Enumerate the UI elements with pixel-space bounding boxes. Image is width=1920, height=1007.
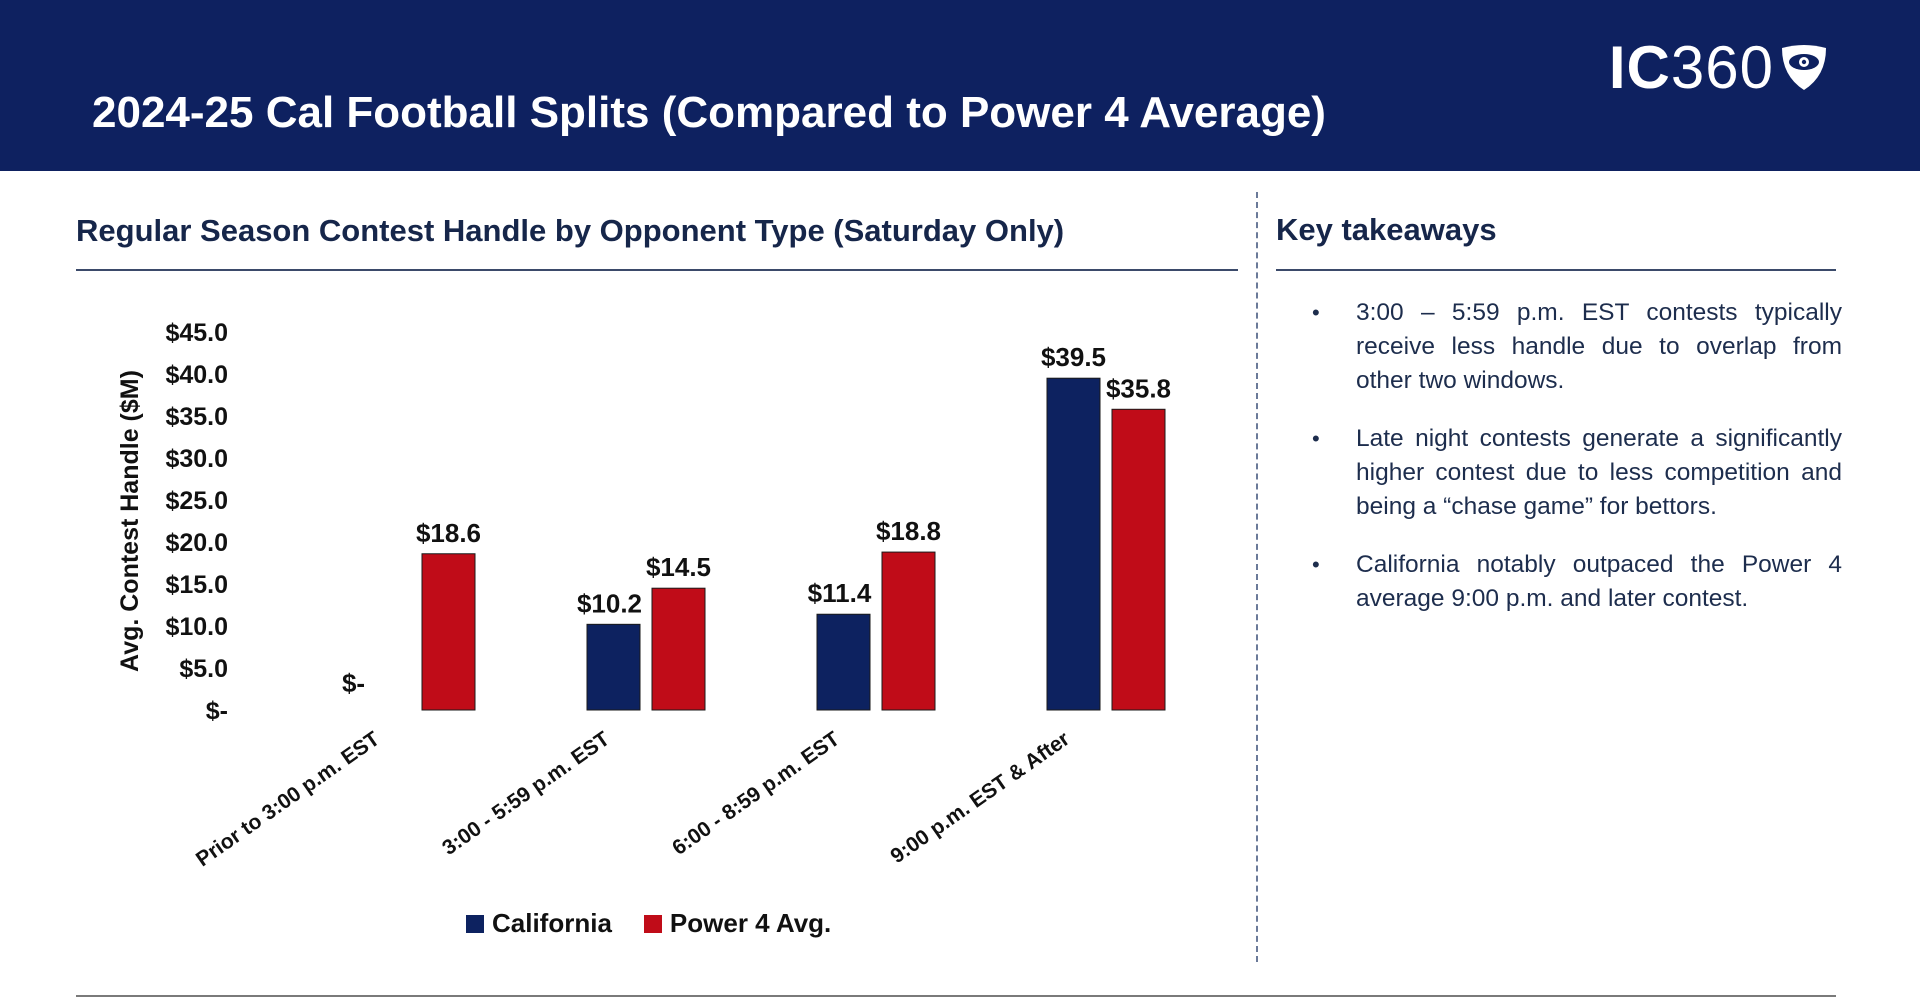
data-label: $18.8 <box>876 516 941 546</box>
y-axis-title: Avg. Contest Handle ($M) <box>116 370 144 672</box>
x-tick-label: 6:00 - 8:59 p.m. EST <box>668 727 844 860</box>
page-title: 2024-25 Cal Football Splits (Compared to… <box>92 88 1326 137</box>
takeaway-text: 3:00 – 5:59 p.m. EST contests typically … <box>1356 299 1842 394</box>
legend-swatch-california <box>466 914 484 933</box>
y-tick-label: $35.0 <box>165 403 228 431</box>
y-tick-label: $5.0 <box>179 655 228 683</box>
bullet-icon: • <box>1312 300 1320 325</box>
bullet-icon: • <box>1312 426 1320 451</box>
y-tick-label: $10.0 <box>165 613 228 641</box>
x-tick-label: 9:00 p.m. EST & After <box>886 727 1073 868</box>
y-tick-label: $45.0 <box>165 319 228 347</box>
data-label: $10.2 <box>577 588 642 618</box>
takeaways-list: • 3:00 – 5:59 p.m. EST contests typically… <box>1306 296 1842 640</box>
logo-text-bold: IC <box>1608 34 1671 101</box>
chart-section-rule <box>76 269 1238 271</box>
legend-item-power4: Power 4 Avg. <box>643 908 832 939</box>
y-tick-label: $20.0 <box>165 529 228 557</box>
takeaway-item: • California notably outpaced the Power 4… <box>1306 548 1842 616</box>
legend-label-california: California <box>492 908 612 938</box>
legend-label-power4: Power 4 Avg. <box>669 908 832 938</box>
y-tick-label: $15.0 <box>165 571 228 599</box>
chart-legend: California Power 4 Avg. <box>466 908 863 939</box>
footer-rule <box>76 995 1836 997</box>
takeaways-title: Key takeaways <box>1276 212 1497 247</box>
bar-power4 <box>1111 408 1166 711</box>
bar-california <box>816 613 871 711</box>
bar-california <box>586 623 641 711</box>
data-label: $- <box>342 668 365 698</box>
data-label: $18.6 <box>416 518 481 548</box>
takeaways-rule <box>1276 269 1836 271</box>
bar-chart: Avg. Contest Handle ($M) $- $5.0 $10.0 $15.0… <box>116 319 1171 871</box>
shield-eye-icon <box>1782 45 1826 90</box>
data-label: $39.5 <box>1041 342 1106 372</box>
x-tick-label: Prior to 3:00 p.m. EST <box>192 727 384 871</box>
takeaway-item: • Late night contests generate a signific… <box>1306 422 1842 524</box>
y-tick-label: $40.0 <box>165 361 228 389</box>
takeaway-text: Late night contests generate a significa… <box>1356 425 1842 520</box>
legend-swatch-power4 <box>643 914 662 933</box>
x-tick-label: 3:00 - 5:59 p.m. EST <box>438 727 614 860</box>
section-divider <box>1256 192 1258 962</box>
chart-section-title: Regular Season Contest Handle by Opponen… <box>76 213 1065 248</box>
header-banner: 2024-25 Cal Football Splits (Compared to… <box>0 0 1920 171</box>
takeaway-item: • 3:00 – 5:59 p.m. EST contests typically… <box>1306 296 1842 398</box>
logo-text-light: 360 <box>1670 34 1774 101</box>
ic360-logo: IC360 <box>1609 38 1830 98</box>
bar-power4 <box>651 587 706 711</box>
data-label: $11.4 <box>808 578 872 608</box>
bar-power4 <box>421 553 476 711</box>
data-label: $35.8 <box>1106 373 1171 403</box>
legend-item-california: California <box>466 908 612 939</box>
bar-power4 <box>881 551 936 711</box>
data-label: $14.5 <box>646 552 711 582</box>
y-tick-label: $25.0 <box>165 487 228 515</box>
y-tick-label: $- <box>206 697 228 725</box>
y-tick-label: $30.0 <box>165 445 228 473</box>
bar-california <box>1046 377 1101 711</box>
bullet-icon: • <box>1312 552 1320 577</box>
takeaway-text: California notably outpaced the Power 4 … <box>1356 551 1842 612</box>
